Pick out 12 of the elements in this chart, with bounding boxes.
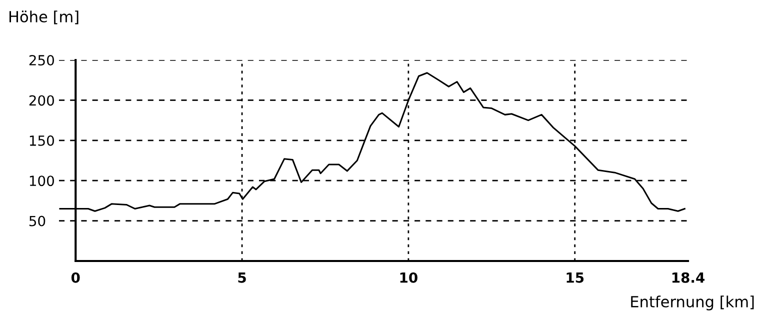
x-tick-label: 5 (238, 272, 246, 283)
x-tick-label: 10 (400, 272, 418, 283)
x-axis-title: Entfernung [km] (631, 296, 754, 310)
x-tick-label: 0 (71, 272, 80, 283)
x-tick-label: 18.4 (672, 272, 704, 283)
y-tick-label: 200 (29, 95, 54, 106)
y-tick-label: 100 (30, 176, 54, 186)
x-tick-label: 15 (566, 272, 584, 283)
y-tick-label: 150 (30, 135, 54, 146)
y-axis-title: Höhe [m] (10, 10, 78, 24)
y-tick-label: 50 (29, 216, 46, 226)
y-tick-label: 250 (29, 55, 54, 66)
